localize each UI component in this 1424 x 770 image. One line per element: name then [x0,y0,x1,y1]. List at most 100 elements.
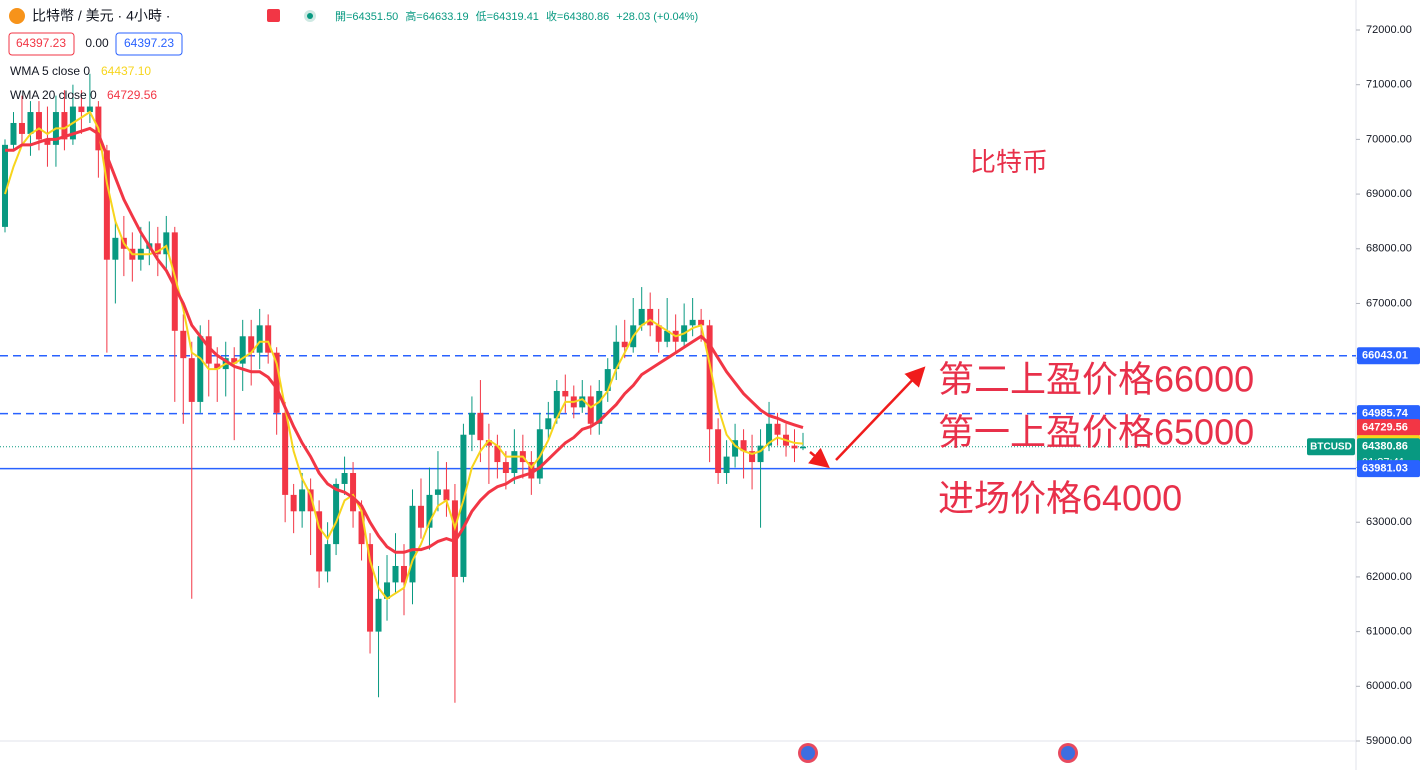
candle-body [214,363,221,370]
candle-body [273,352,280,413]
candle-body [78,106,85,113]
ohlc: 開=64351.50 高=64633.19 低=64319.41 收=64380.86… [335,9,698,23]
candle-body [197,336,204,402]
y-tick-label: 70000.00 [1366,133,1412,145]
y-tick-label: 59000.00 [1366,735,1412,747]
price-marker-label: 64380.86 [1362,441,1408,453]
candle-body [392,565,399,583]
candle-body [171,232,178,331]
candle-body [800,446,806,449]
candle-body [460,434,467,577]
y-tick-label: 68000.00 [1366,243,1412,255]
candle-body [562,390,569,397]
price-marker-label: 66043.01 [1362,350,1408,362]
candle-body [18,122,25,134]
candle-body [324,544,331,572]
candle-body [443,489,450,501]
candle-body [27,112,34,134]
candle-body [10,122,17,145]
buy-box[interactable] [115,32,183,56]
y-tick-label: 71000.00 [1366,79,1412,91]
candle-body [715,429,722,474]
candle-body [188,358,195,402]
price-marker [1357,405,1420,423]
candle-body [528,462,535,479]
candle-body [103,150,110,260]
candle-body [689,319,696,326]
candle-body [231,358,238,364]
candle-body [579,396,586,408]
candle-body [409,505,416,583]
annotation: 第二上盈价格66000 [938,359,1254,400]
y-tick-label: 67000.00 [1366,297,1412,309]
candle-body [358,511,365,545]
candle-body [417,505,424,528]
annotation: 第一上盈价格65000 [938,412,1254,453]
legend-name: WMA 5 close 0 [10,64,90,78]
price-marker [1357,419,1420,437]
candle-body [477,412,484,441]
annotation: 进场价格64000 [938,478,1182,519]
candle-body [35,112,42,140]
candle-body [44,139,51,145]
buy-price: 64397.23 [124,36,174,50]
candle-body [401,565,407,583]
y-tick-label: 62000.00 [1366,571,1412,583]
candle-body [655,325,662,342]
candle-body [732,440,739,457]
candle-body [239,336,246,364]
spread: 0.00 [85,36,109,50]
ohlc-item: 收=64380.86 [546,9,609,23]
wma-line [5,126,804,554]
candle-body [494,445,501,463]
y-tick-label: 61000.00 [1366,626,1412,638]
flag-icon[interactable] [267,9,280,22]
event-icon[interactable] [1061,746,1075,760]
candle-body [553,390,560,419]
candle-body [740,440,747,452]
symbol: 比特幣 / 美元 · 4小時 · [32,8,170,24]
price-marker [1357,347,1420,365]
symbol-tag [1307,438,1355,456]
legend-name: WMA 20 close 0 [10,88,97,102]
sell-price: 64397.23 [16,36,66,50]
candle-body [316,511,323,572]
price-marker-label: 64729.56 [1362,422,1408,434]
candle-body [333,483,340,545]
candle-body [265,325,272,353]
candle-body [647,308,654,326]
candle-body [375,598,382,632]
candle-body [613,341,620,370]
ohlc-item: 高=64633.19 [405,9,468,23]
candle-body [307,489,314,512]
legend-value: 64437.10 [101,64,151,78]
event-icon[interactable] [801,746,815,760]
candle-body [163,232,170,255]
annotation: 比特币 [970,147,1048,177]
candle-body [723,456,730,474]
candle-body [290,494,297,512]
candle-body [621,341,628,348]
arrow [835,366,926,461]
ohlc-item: 低=64319.41 [476,10,539,23]
coin-icon [9,8,25,24]
candle-body [61,112,68,140]
candle-body [2,144,8,227]
candle-body [587,396,594,424]
candle-body [248,336,255,353]
candle-body [256,325,263,353]
candle-body [350,473,357,512]
candle-body [282,412,289,495]
candle-body [596,390,603,424]
candle-body [706,325,713,430]
candle-body [341,473,348,484]
candle-body [112,237,119,260]
candle-body [698,319,705,326]
candle-body [536,429,543,479]
candle-body [426,494,433,528]
y-tick-label: 60000.00 [1366,680,1412,692]
sell-box[interactable] [8,32,75,56]
candle-body [604,369,611,391]
candle-body [367,544,374,632]
